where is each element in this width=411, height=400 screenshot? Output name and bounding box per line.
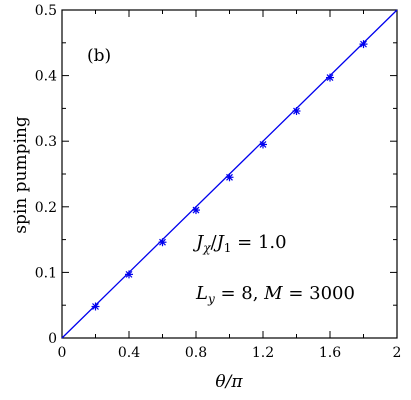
x-tick-label: 0.8	[185, 345, 207, 361]
data-point-marker	[91, 302, 100, 311]
y-tick-label: 0	[48, 331, 57, 347]
data-point-marker	[292, 107, 301, 116]
y-tick-label: 0.1	[35, 265, 57, 281]
x-tick-label: 1.2	[252, 345, 274, 361]
data-point-marker	[125, 270, 133, 279]
data-point-marker	[326, 73, 334, 82]
data-point-marker	[259, 140, 267, 149]
x-tick-label: 1.6	[319, 345, 341, 361]
y-tick-label: 0.4	[35, 69, 57, 85]
y-tick-label: 0.2	[35, 200, 57, 216]
system-size-annotation: Ly = 8, M = 3000	[195, 283, 355, 306]
panel-label: (b)	[87, 46, 111, 66]
data-point-marker	[192, 206, 200, 215]
x-tick-label: 2	[393, 345, 402, 361]
data-point-marker	[225, 173, 234, 182]
data-point-marker	[158, 238, 167, 247]
y-tick-label: 0.3	[35, 134, 57, 150]
y-axis-label: spin pumping	[11, 116, 31, 234]
x-axis-label: θ/π	[215, 372, 243, 392]
y-tick-label: 0.5	[35, 3, 57, 19]
x-tick-label: 0	[58, 345, 67, 361]
coupling-ratio-annotation: Jχ/J1 = 1.0	[192, 232, 287, 255]
data-point-marker	[359, 40, 368, 49]
x-tick-label: 0.4	[118, 345, 140, 361]
